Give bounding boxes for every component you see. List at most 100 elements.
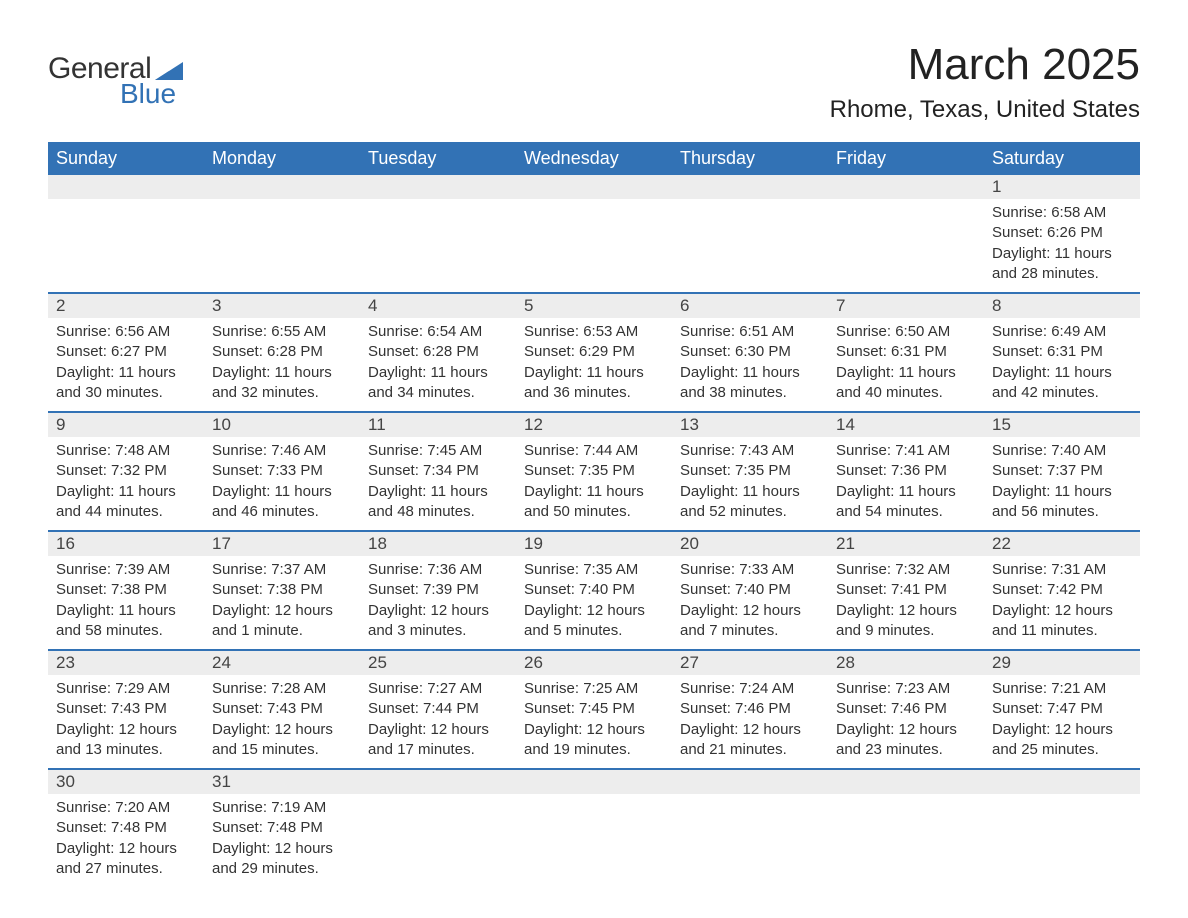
day-day1: Daylight: 11 hours xyxy=(836,363,976,383)
day-sunrise: Sunrise: 7:19 AM xyxy=(212,798,352,818)
day-data-cell: Sunrise: 7:35 AMSunset: 7:40 PMDaylight:… xyxy=(516,556,672,650)
day-number-cell: 18 xyxy=(360,531,516,556)
day-day2: and 42 minutes. xyxy=(992,383,1132,403)
day-number-cell: 19 xyxy=(516,531,672,556)
day-sunset: Sunset: 6:26 PM xyxy=(992,223,1132,243)
day-sunset: Sunset: 7:43 PM xyxy=(212,699,352,719)
day-data-cell xyxy=(516,794,672,887)
day-sunset: Sunset: 7:41 PM xyxy=(836,580,976,600)
day-data-cell: Sunrise: 7:24 AMSunset: 7:46 PMDaylight:… xyxy=(672,675,828,769)
day-number-cell: 13 xyxy=(672,412,828,437)
weekday-header: Sunday xyxy=(48,142,204,175)
day-sunset: Sunset: 7:43 PM xyxy=(56,699,196,719)
day-day1: Daylight: 11 hours xyxy=(368,482,508,502)
day-data-cell: Sunrise: 7:41 AMSunset: 7:36 PMDaylight:… xyxy=(828,437,984,531)
day-day1: Daylight: 12 hours xyxy=(524,601,664,621)
brand-logo: General Blue xyxy=(48,40,183,110)
day-day2: and 38 minutes. xyxy=(680,383,820,403)
day-day1: Daylight: 11 hours xyxy=(680,363,820,383)
day-sunrise: Sunrise: 7:24 AM xyxy=(680,679,820,699)
weekday-header: Monday xyxy=(204,142,360,175)
day-number-cell xyxy=(516,769,672,794)
day-sunset: Sunset: 7:39 PM xyxy=(368,580,508,600)
day-day1: Daylight: 12 hours xyxy=(368,601,508,621)
day-day1: Daylight: 11 hours xyxy=(992,482,1132,502)
day-data-cell: Sunrise: 7:28 AMSunset: 7:43 PMDaylight:… xyxy=(204,675,360,769)
day-number-cell: 26 xyxy=(516,650,672,675)
day-day2: and 50 minutes. xyxy=(524,502,664,522)
day-sunset: Sunset: 7:35 PM xyxy=(680,461,820,481)
day-sunrise: Sunrise: 6:56 AM xyxy=(56,322,196,342)
day-sunrise: Sunrise: 6:51 AM xyxy=(680,322,820,342)
day-sunrise: Sunrise: 7:40 AM xyxy=(992,441,1132,461)
day-sunrise: Sunrise: 7:32 AM xyxy=(836,560,976,580)
day-data-cell xyxy=(828,794,984,887)
weekday-header: Saturday xyxy=(984,142,1140,175)
day-data-cell: Sunrise: 7:36 AMSunset: 7:39 PMDaylight:… xyxy=(360,556,516,650)
weekday-header: Thursday xyxy=(672,142,828,175)
day-number-cell: 23 xyxy=(48,650,204,675)
day-number-cell: 27 xyxy=(672,650,828,675)
logo-text-blue: Blue xyxy=(120,78,176,110)
day-sunrise: Sunrise: 7:44 AM xyxy=(524,441,664,461)
day-sunset: Sunset: 6:30 PM xyxy=(680,342,820,362)
day-day1: Daylight: 11 hours xyxy=(368,363,508,383)
day-sunset: Sunset: 7:40 PM xyxy=(680,580,820,600)
day-day1: Daylight: 12 hours xyxy=(992,720,1132,740)
day-number-row: 1 xyxy=(48,175,1140,199)
day-sunrise: Sunrise: 7:21 AM xyxy=(992,679,1132,699)
day-number-cell xyxy=(360,175,516,199)
day-sunrise: Sunrise: 7:20 AM xyxy=(56,798,196,818)
day-data-cell xyxy=(672,794,828,887)
day-data-cell: Sunrise: 7:48 AMSunset: 7:32 PMDaylight:… xyxy=(48,437,204,531)
day-day2: and 27 minutes. xyxy=(56,859,196,879)
day-data-cell: Sunrise: 6:55 AMSunset: 6:28 PMDaylight:… xyxy=(204,318,360,412)
day-sunset: Sunset: 7:45 PM xyxy=(524,699,664,719)
day-number-cell: 15 xyxy=(984,412,1140,437)
day-number-cell: 4 xyxy=(360,293,516,318)
day-day1: Daylight: 11 hours xyxy=(56,482,196,502)
day-data-cell: Sunrise: 6:51 AMSunset: 6:30 PMDaylight:… xyxy=(672,318,828,412)
day-day1: Daylight: 11 hours xyxy=(836,482,976,502)
day-number-row: 3031 xyxy=(48,769,1140,794)
day-data-cell xyxy=(672,199,828,293)
day-data-cell: Sunrise: 7:20 AMSunset: 7:48 PMDaylight:… xyxy=(48,794,204,887)
day-day2: and 40 minutes. xyxy=(836,383,976,403)
day-sunset: Sunset: 6:27 PM xyxy=(56,342,196,362)
day-day1: Daylight: 12 hours xyxy=(836,720,976,740)
day-data-cell: Sunrise: 7:25 AMSunset: 7:45 PMDaylight:… xyxy=(516,675,672,769)
day-day2: and 56 minutes. xyxy=(992,502,1132,522)
month-title: March 2025 xyxy=(830,40,1140,90)
day-sunrise: Sunrise: 7:23 AM xyxy=(836,679,976,699)
day-sunrise: Sunrise: 7:28 AM xyxy=(212,679,352,699)
day-number-cell xyxy=(828,769,984,794)
page-header: General Blue March 2025 Rhome, Texas, Un… xyxy=(48,40,1140,124)
day-data-row: Sunrise: 7:39 AMSunset: 7:38 PMDaylight:… xyxy=(48,556,1140,650)
day-day2: and 3 minutes. xyxy=(368,621,508,641)
day-data-cell xyxy=(48,199,204,293)
day-day2: and 30 minutes. xyxy=(56,383,196,403)
title-block: March 2025 Rhome, Texas, United States xyxy=(830,40,1140,124)
day-day1: Daylight: 12 hours xyxy=(56,720,196,740)
day-day1: Daylight: 11 hours xyxy=(524,482,664,502)
day-day1: Daylight: 12 hours xyxy=(680,720,820,740)
day-sunset: Sunset: 7:40 PM xyxy=(524,580,664,600)
day-sunset: Sunset: 7:38 PM xyxy=(56,580,196,600)
day-number-cell: 10 xyxy=(204,412,360,437)
calendar-table: Sunday Monday Tuesday Wednesday Thursday… xyxy=(48,142,1140,887)
day-day2: and 15 minutes. xyxy=(212,740,352,760)
day-data-cell: Sunrise: 7:19 AMSunset: 7:48 PMDaylight:… xyxy=(204,794,360,887)
day-number-cell: 6 xyxy=(672,293,828,318)
day-data-cell: Sunrise: 7:43 AMSunset: 7:35 PMDaylight:… xyxy=(672,437,828,531)
day-number-cell xyxy=(204,175,360,199)
day-sunrise: Sunrise: 6:58 AM xyxy=(992,203,1132,223)
day-data-cell: Sunrise: 7:27 AMSunset: 7:44 PMDaylight:… xyxy=(360,675,516,769)
day-sunset: Sunset: 7:48 PM xyxy=(56,818,196,838)
day-day2: and 1 minute. xyxy=(212,621,352,641)
day-data-row: Sunrise: 7:20 AMSunset: 7:48 PMDaylight:… xyxy=(48,794,1140,887)
day-data-cell: Sunrise: 6:50 AMSunset: 6:31 PMDaylight:… xyxy=(828,318,984,412)
day-day1: Daylight: 11 hours xyxy=(56,363,196,383)
day-number-cell: 7 xyxy=(828,293,984,318)
day-number-row: 2345678 xyxy=(48,293,1140,318)
day-day2: and 44 minutes. xyxy=(56,502,196,522)
